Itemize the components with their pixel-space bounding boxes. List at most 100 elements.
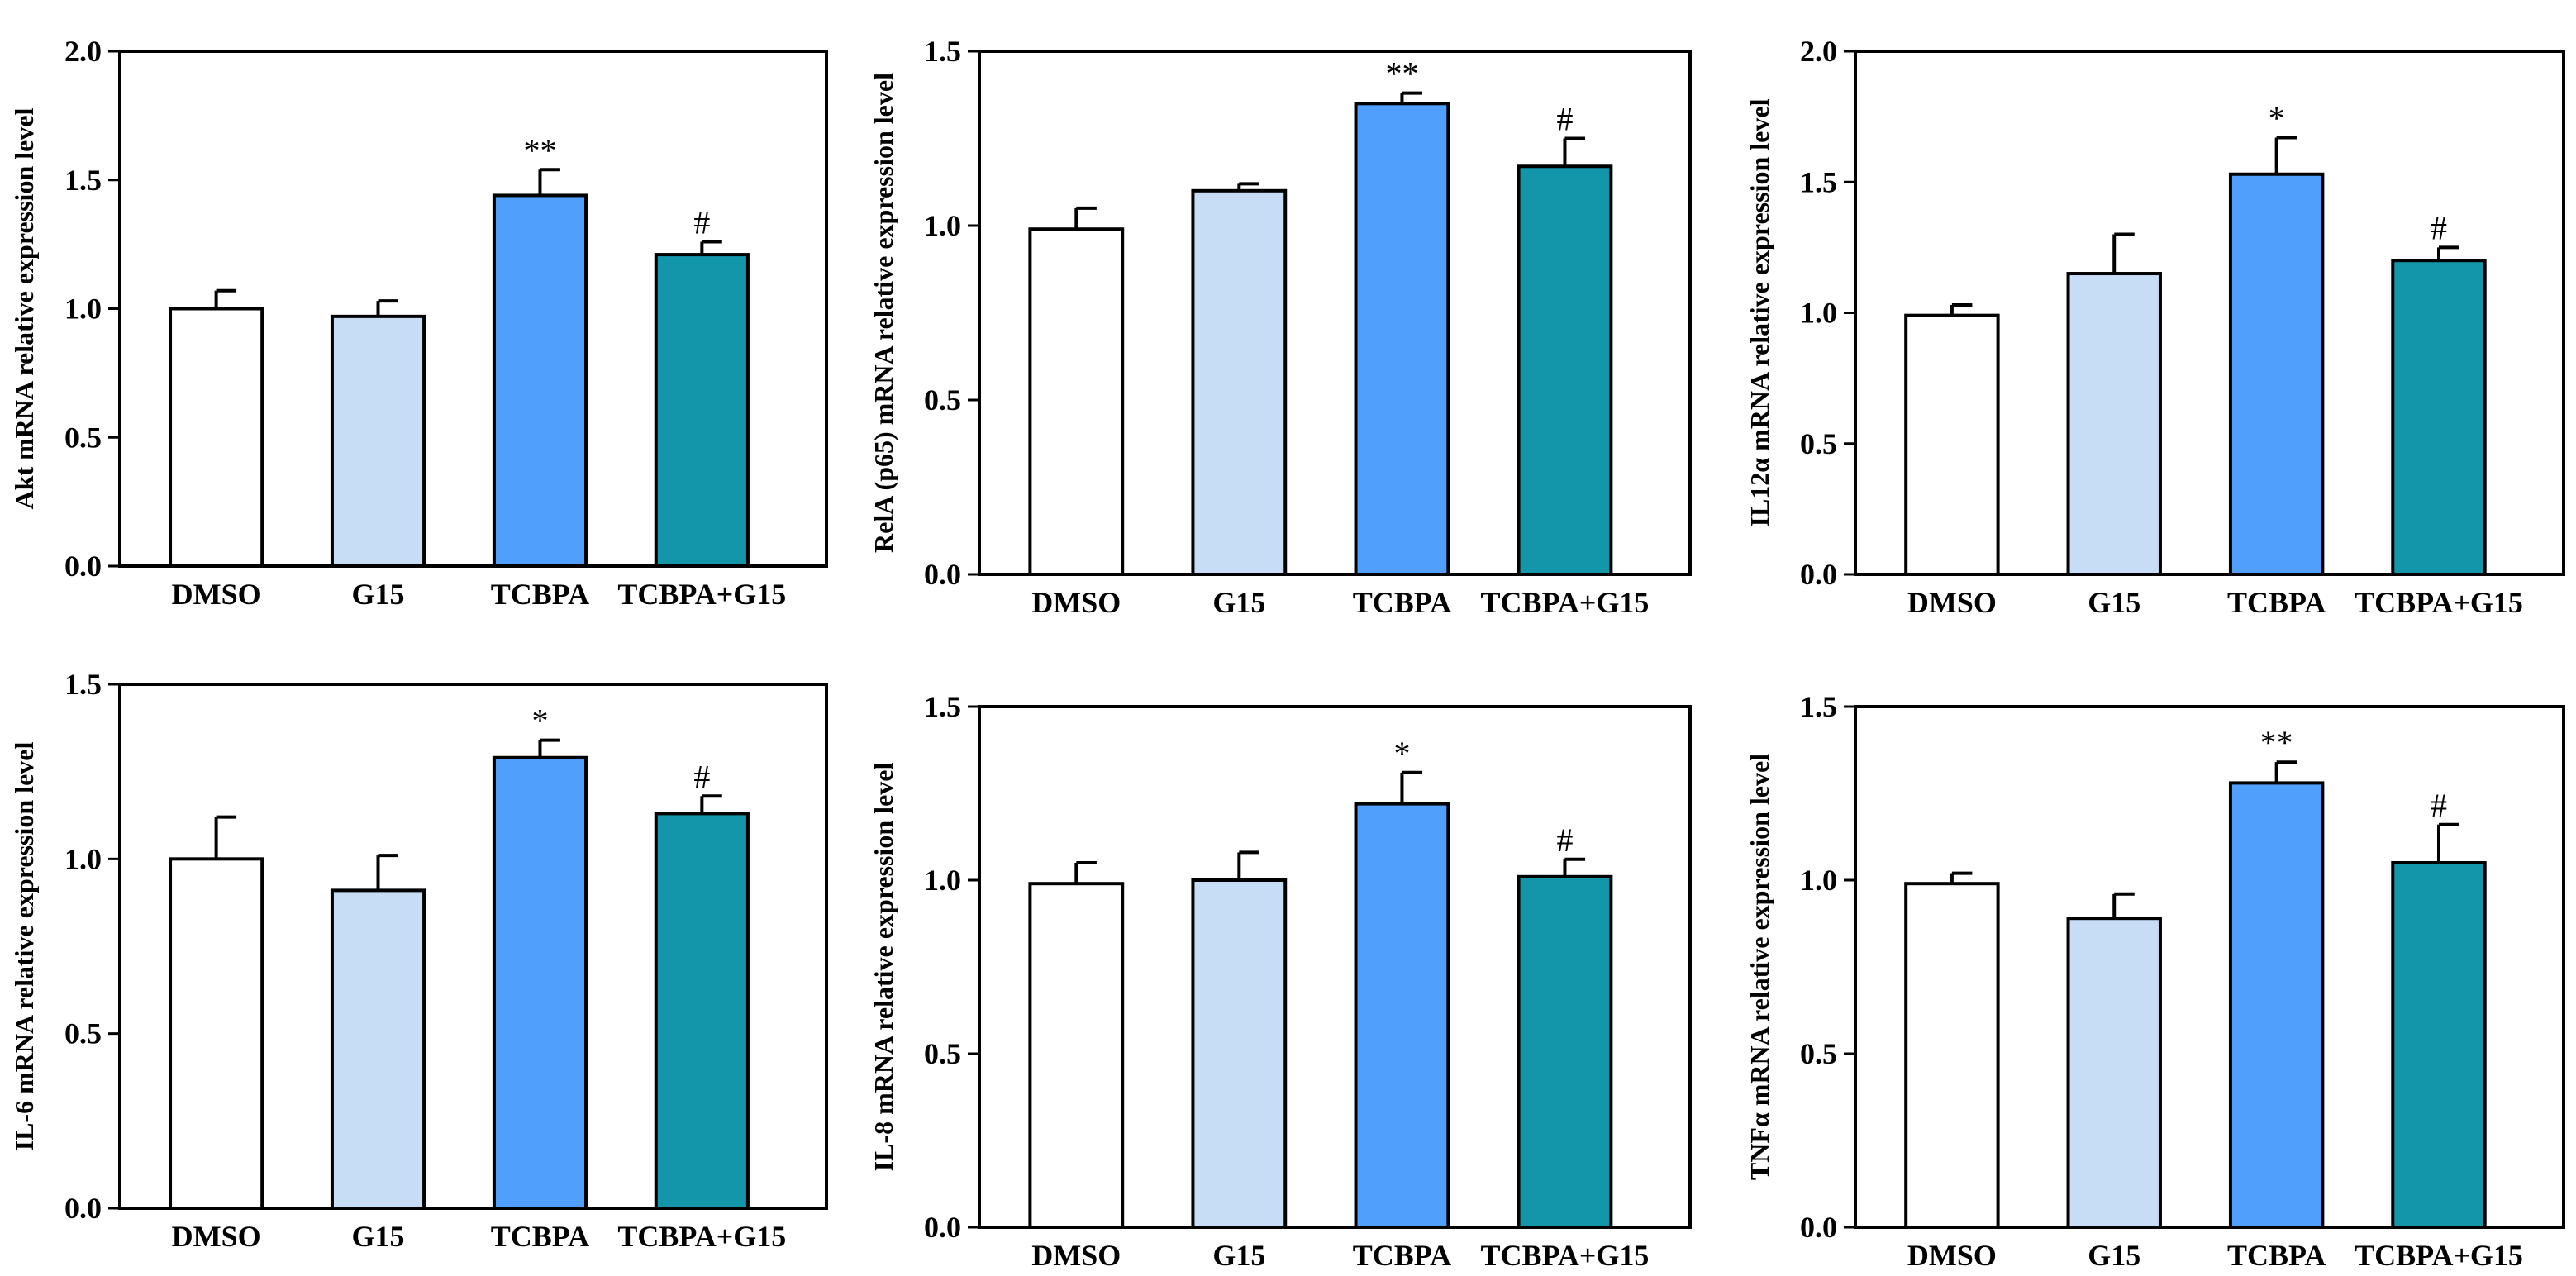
bar-tcbpa (492, 755, 588, 1210)
bar-tcbpa-plus-g15 (2391, 861, 2487, 1229)
category-label: TCBPA+G15 (617, 578, 786, 611)
y-tick-label: 0.0 (64, 550, 102, 583)
y-tick-label: 1.0 (64, 293, 102, 326)
bar-tcbpa-plus-g15 (654, 253, 750, 568)
bar-tcbpa-plus-g15 (1517, 164, 1613, 576)
category-label: DMSO (1907, 1239, 1997, 1272)
plot-frame (1854, 705, 2565, 1229)
bar-g15 (2066, 917, 2162, 1229)
significance-mark: * (1393, 735, 1410, 772)
y-tick-label: 1.5 (924, 690, 961, 723)
significance-mark: * (531, 702, 548, 740)
y-axis-label: IL-8 mRNA relative expression level (869, 763, 898, 1172)
category-label: DMSO (1031, 1239, 1121, 1272)
bar-tcbpa (1354, 802, 1450, 1229)
y-tick-label: 1.5 (64, 164, 102, 197)
bar-tcbpa-plus-g15 (654, 812, 750, 1210)
y-tick-label: 0.0 (1800, 1211, 1837, 1244)
y-tick-label: 2.0 (64, 35, 102, 68)
bar-tcbpa-plus-g15 (1517, 874, 1613, 1230)
category-label: G15 (1212, 1239, 1265, 1272)
y-axis-label: RelA (p65) mRNA relative expression leve… (869, 73, 898, 553)
y-axis-label: TNFα mRNA relative expression level (1745, 754, 1774, 1180)
bar-tcbpa (1354, 102, 1450, 577)
y-tick-label: 1.0 (924, 209, 961, 242)
plot-frame (118, 50, 828, 568)
y-axis-label: IL12α mRNA relative expression level (1745, 98, 1774, 526)
y-tick-label: 0.5 (64, 421, 102, 454)
bar-g15 (330, 314, 426, 568)
y-tick-label: 1.0 (1800, 297, 1837, 330)
y-tick-label: 0.0 (924, 1211, 961, 1244)
bar-g15 (330, 888, 426, 1210)
category-label: G15 (2088, 586, 2140, 619)
chart-panel-3: 0.0 0.5 1.0 1.5 2.0 DMSO G15 * TCBPA # TCBPA+G15 IL… (1745, 35, 2565, 619)
significance-mark: # (2431, 787, 2447, 824)
category-label: DMSO (1907, 586, 1997, 619)
y-tick-label: 0.0 (64, 1192, 102, 1225)
bar-tcbpa (2228, 172, 2325, 576)
plot-frame (978, 705, 1692, 1229)
bar-dmso (1028, 882, 1125, 1229)
chart-panel-2: 0.0 0.5 1.0 1.5 DMSO G15 ** TCBPA # TCBPA+G15 RelA… (869, 35, 1692, 619)
y-tick-label: 0.5 (1800, 427, 1837, 460)
y-tick-label: 0.5 (64, 1017, 102, 1050)
chart-panel-6: 0.0 0.5 1.0 1.5 DMSO G15 ** TCBPA # TCBPA+G15 TNFα… (1745, 690, 2565, 1272)
y-tick-label: 1.5 (924, 35, 961, 68)
bar-dmso (1904, 313, 2000, 576)
category-label: TCBPA+G15 (1481, 1239, 1650, 1272)
category-label: TCBPA (1353, 1239, 1451, 1272)
chart-panel-5: 0.0 0.5 1.0 1.5 DMSO G15 * TCBPA # TCBPA+G15 IL-8 … (869, 690, 1692, 1272)
significance-mark: ** (2260, 724, 2293, 761)
category-label: TCBPA+G15 (1481, 586, 1650, 619)
bar-dmso (1028, 227, 1125, 576)
y-tick-label: 1.0 (64, 842, 102, 875)
category-label: DMSO (1031, 586, 1121, 619)
plot-frame (1854, 50, 2565, 576)
significance-mark: ** (523, 131, 556, 169)
category-label: DMSO (172, 578, 261, 611)
significance-mark: # (1556, 821, 1573, 859)
significance-mark: # (693, 758, 710, 795)
y-tick-label: 1.0 (1800, 864, 1837, 897)
category-label: TCBPA+G15 (2355, 1239, 2523, 1272)
bar-dmso (1904, 882, 2000, 1229)
bar-tcbpa-plus-g15 (2391, 259, 2487, 576)
y-tick-label: 0.5 (924, 1037, 961, 1070)
significance-mark: # (1556, 101, 1573, 138)
significance-mark: # (693, 204, 710, 241)
significance-mark: # (2431, 209, 2447, 246)
significance-mark: ** (1385, 55, 1418, 93)
category-label: G15 (351, 1220, 404, 1253)
category-label: TCBPA (1353, 586, 1451, 619)
category-label: TCBPA+G15 (617, 1220, 786, 1253)
category-label: TCBPA (2227, 586, 2326, 619)
bar-dmso (169, 307, 264, 568)
category-label: TCBPA (491, 1220, 589, 1253)
y-tick-label: 1.5 (1800, 165, 1837, 198)
bar-g15 (1191, 188, 1288, 577)
y-tick-label: 1.5 (64, 668, 102, 701)
plot-frame (978, 50, 1692, 576)
category-label: DMSO (172, 1220, 261, 1253)
category-label: G15 (351, 578, 404, 611)
y-axis-label: Akt mRNA relative expression level (9, 107, 39, 509)
bar-tcbpa (492, 193, 588, 568)
category-label: G15 (1212, 586, 1265, 619)
plot-frame (118, 683, 828, 1210)
bar-g15 (2066, 272, 2162, 576)
category-label: G15 (2088, 1239, 2140, 1272)
y-tick-label: 0.0 (1800, 558, 1837, 591)
category-label: TCBPA (2227, 1239, 2326, 1272)
bar-g15 (1191, 878, 1288, 1229)
bar-dmso (169, 857, 264, 1211)
y-tick-label: 1.0 (924, 864, 961, 897)
bar-tcbpa (2228, 781, 2325, 1229)
y-tick-label: 0.5 (924, 383, 961, 417)
y-tick-label: 2.0 (1800, 35, 1837, 68)
category-label: TCBPA (491, 578, 589, 611)
category-label: TCBPA+G15 (2355, 586, 2523, 619)
chart-panel-4: 0.0 0.5 1.0 1.5 DMSO G15 * TCBPA # TCBPA+G15 IL-6 … (9, 668, 828, 1253)
chart-panel-1: 0.0 0.5 1.0 1.5 2.0 DMSO G15 ** TCBPA # TCBPA+G15 A… (9, 35, 828, 611)
